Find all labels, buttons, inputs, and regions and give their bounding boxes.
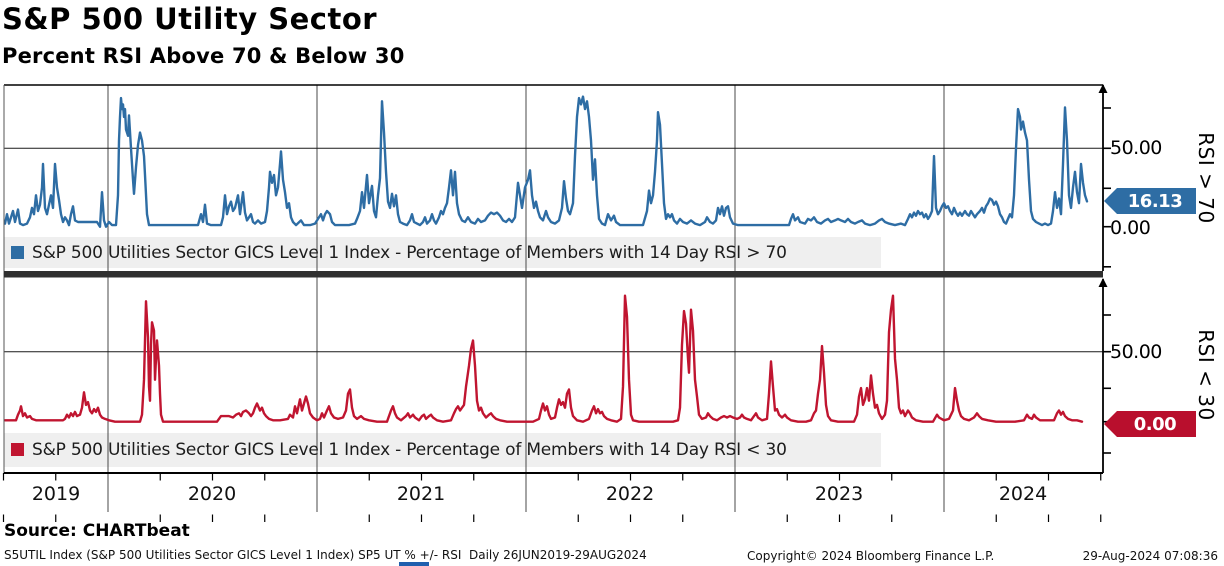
- xtick-2023: 2023: [814, 483, 864, 505]
- xtick-2022: 2022: [605, 483, 655, 505]
- panel-separator: [4, 271, 1103, 278]
- source-label: Source: CHARTbeat: [4, 521, 190, 541]
- xtick-2024: 2024: [998, 483, 1048, 505]
- xtick-2019: 2019: [31, 483, 81, 505]
- legend-swatch-red-icon: [11, 443, 24, 456]
- page-title: S&P 500 Utility Sector: [2, 2, 378, 36]
- xtick-2021: 2021: [396, 483, 446, 505]
- last-value-tag-rsi-below: 0.00: [1104, 411, 1196, 437]
- series-line-rsi-below: [3, 294, 1084, 423]
- bottom-accent-bar: [399, 562, 429, 566]
- axis-label-rsi-above: RSI > 70: [1194, 132, 1218, 224]
- axis-arrow-up-icon: [1098, 278, 1108, 287]
- ytick-top-50: 50.00: [1110, 137, 1162, 159]
- legend-label-rsi-below: S&P 500 Utilities Sector GICS Level 1 In…: [32, 439, 787, 460]
- ytick-top-0: 0.00: [1110, 217, 1151, 239]
- legend-swatch-blue-icon: [11, 246, 24, 259]
- axis-arrow-up-icon: [1098, 84, 1108, 93]
- legend-rsi-below: S&P 500 Utilities Sector GICS Level 1 In…: [4, 434, 881, 465]
- copyright: Copyright© 2024 Bloomberg Finance L.P.: [747, 549, 995, 563]
- legend-rsi-above: S&P 500 Utilities Sector GICS Level 1 In…: [4, 237, 881, 268]
- chart-description: S5UTIL Index (S&P 500 Utilities Sector G…: [4, 548, 647, 562]
- ytick-bottom-50: 50.00: [1110, 341, 1162, 363]
- last-value-tag-rsi-above: 16.13: [1104, 188, 1196, 214]
- axis-label-rsi-below: RSI < 30: [1194, 329, 1218, 421]
- timestamp: 29-Aug-2024 07:08:36: [1082, 549, 1218, 563]
- series-line-rsi-above: [3, 95, 1089, 228]
- page-subtitle: Percent RSI Above 70 & Below 30: [2, 44, 405, 68]
- legend-label-rsi-above: S&P 500 Utilities Sector GICS Level 1 In…: [32, 242, 787, 263]
- xtick-2020: 2020: [187, 483, 237, 505]
